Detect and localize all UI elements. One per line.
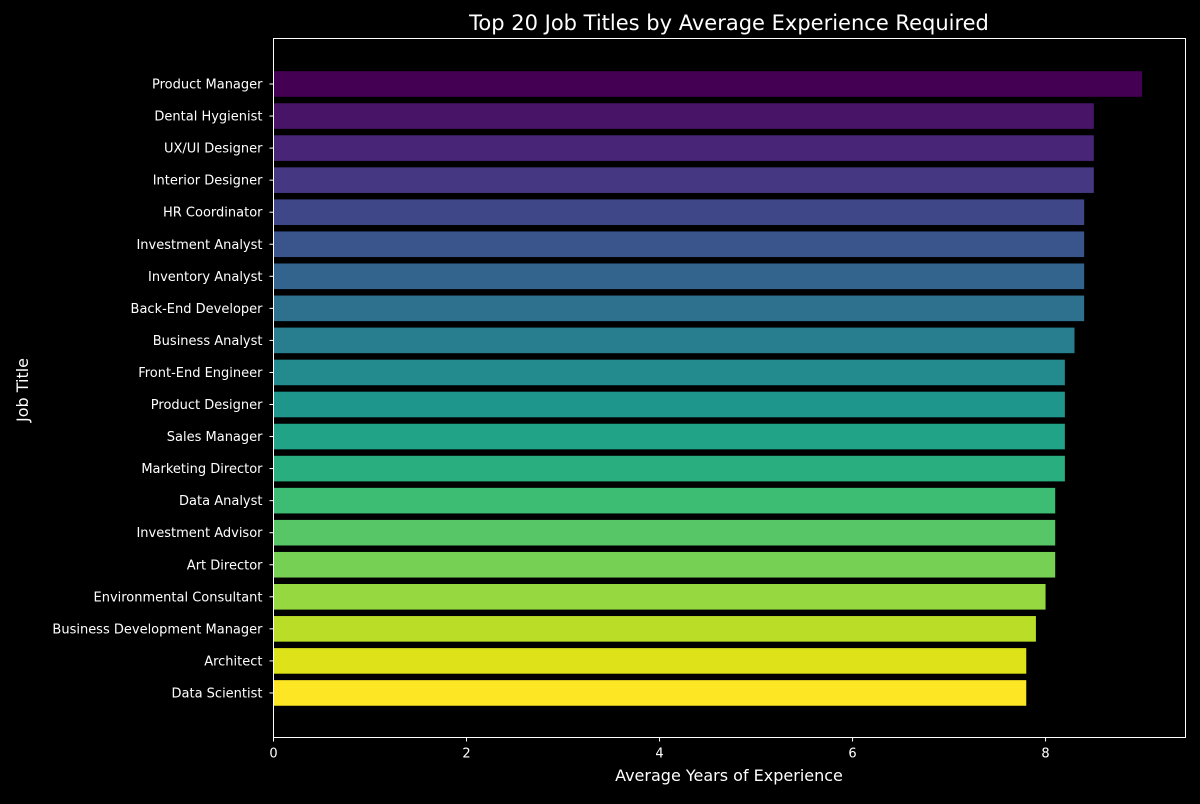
- bar: [273, 199, 1085, 225]
- bar: [273, 519, 1056, 546]
- bar: [273, 71, 1143, 97]
- plot-frame: [273, 38, 1186, 738]
- y-tick-label: Marketing Director: [141, 462, 263, 477]
- bar: [273, 455, 1065, 482]
- x-tick-label: 8: [1041, 747, 1049, 762]
- y-tick-label: UX/UI Designer: [164, 142, 263, 157]
- x-axis-ticks: 0 2 4 6 8: [269, 737, 1050, 762]
- bar: [273, 680, 1027, 706]
- y-tick-label: Dental Hygienist: [154, 110, 262, 125]
- y-tick-label: HR Coordinator: [163, 206, 263, 221]
- bar: [273, 231, 1085, 258]
- y-tick-label: Data Scientist: [172, 686, 263, 701]
- bar: [273, 135, 1094, 161]
- bar: [273, 584, 1046, 610]
- y-tick-label: Data Analyst: [179, 494, 262, 509]
- y-tick-label: Back-End Developer: [131, 302, 264, 317]
- y-tick-label: Investment Advisor: [136, 526, 263, 541]
- y-tick-label: Front-End Engineer: [138, 366, 263, 381]
- y-tick-label: Investment Analyst: [136, 238, 262, 253]
- x-tick-label: 6: [848, 747, 856, 762]
- bar: [273, 391, 1065, 418]
- bar: [273, 423, 1065, 450]
- x-tick-label: 4: [655, 747, 663, 762]
- y-tick-label: Product Manager: [152, 78, 263, 93]
- y-tick-label: Business Analyst: [153, 334, 263, 349]
- bar: [273, 103, 1094, 129]
- bar: [273, 551, 1056, 578]
- y-tick-label: Art Director: [187, 558, 263, 573]
- y-axis-label: Job Title: [13, 358, 32, 423]
- bar: [273, 167, 1094, 193]
- y-tick-label: Inventory Analyst: [148, 270, 263, 285]
- bar: [273, 359, 1065, 386]
- y-tick-label: Sales Manager: [167, 430, 263, 445]
- chart-title: Top 20 Job Titles by Average Experience …: [468, 11, 989, 35]
- bar: [273, 487, 1056, 514]
- x-tick-label: 0: [269, 747, 277, 762]
- bar: [273, 327, 1075, 354]
- y-tick-label: Environmental Consultant: [93, 590, 262, 605]
- y-axis-ticks: Product Manager Dental Hygienist UX/UI Des…: [52, 78, 274, 701]
- x-axis-label: Average Years of Experience: [615, 766, 843, 785]
- bar: [273, 263, 1085, 290]
- y-tick-label: Architect: [204, 654, 262, 669]
- bar: [273, 295, 1085, 322]
- y-tick-label: Product Designer: [151, 398, 263, 413]
- bar: [273, 616, 1036, 642]
- x-tick-label: 2: [462, 747, 470, 762]
- bar: [273, 648, 1027, 674]
- bars-group: [273, 71, 1143, 706]
- y-tick-label: Interior Designer: [153, 174, 263, 189]
- y-tick-label: Business Development Manager: [52, 622, 263, 637]
